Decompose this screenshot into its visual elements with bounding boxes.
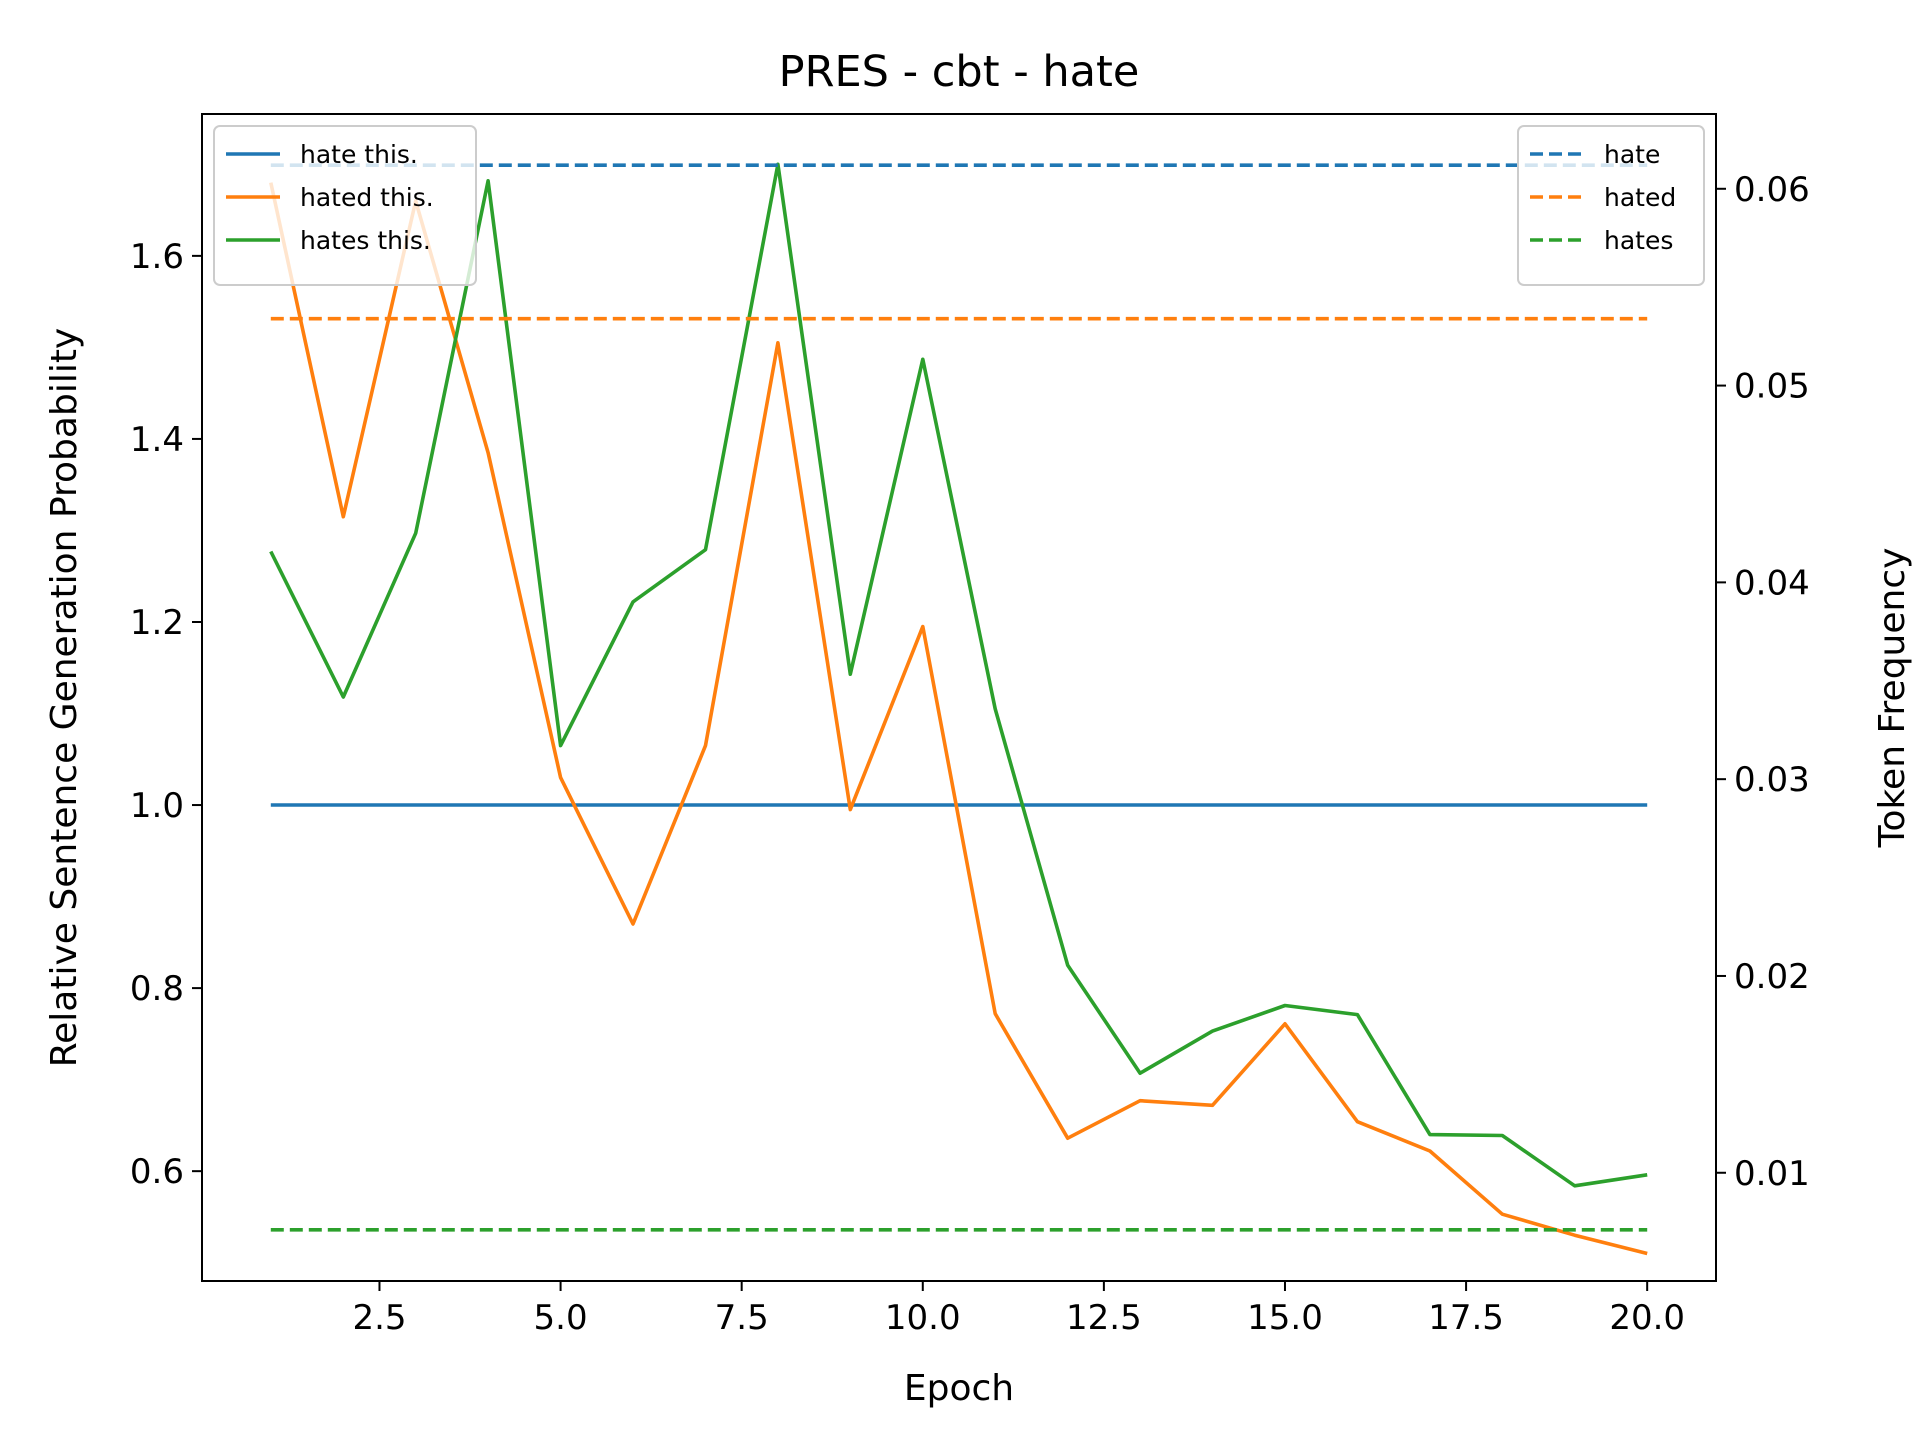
x-tick-label: 15.0 xyxy=(1247,1298,1323,1338)
legend-right: hate hated hates xyxy=(1517,125,1705,286)
y2-tick-label: 0.05 xyxy=(1734,367,1810,407)
x-tick-label: 20.0 xyxy=(1609,1298,1685,1338)
plot-frame xyxy=(201,113,1717,1282)
series-layer xyxy=(269,162,1648,1256)
y-tick-label: 1.4 xyxy=(130,420,184,460)
x-tick-label: 5.0 xyxy=(534,1298,588,1338)
x-tick-label: 12.5 xyxy=(1066,1298,1142,1338)
x-axis: 2.5 5.0 7.5 10.0 12.5 15.0 17.5 20.0 xyxy=(352,1281,1685,1338)
y2-axis-label: Token Frequency xyxy=(1872,548,1913,849)
x-tick-label: 10.0 xyxy=(885,1298,961,1338)
y-tick-label: 1.2 xyxy=(130,603,184,643)
y-tick-label: 1.6 xyxy=(130,237,184,277)
legend-entry-label: hate this. xyxy=(300,140,418,169)
y2-tick-label: 0.01 xyxy=(1734,1154,1810,1194)
x-axis-label: Epoch xyxy=(904,1368,1014,1409)
y2-tick-label: 0.02 xyxy=(1734,957,1810,997)
legend-box xyxy=(213,125,477,286)
legend-entry-label: hated this. xyxy=(300,183,434,212)
series-line-1 xyxy=(269,182,1648,1256)
y2-tick-label: 0.04 xyxy=(1734,563,1810,603)
y-tick-label: 1.0 xyxy=(130,786,184,826)
chart-title: PRES - cbt - hate xyxy=(779,47,1140,97)
legend-entry-label: hates xyxy=(1604,226,1673,255)
y2-tick-label: 0.06 xyxy=(1734,170,1810,210)
x-tick-label: 2.5 xyxy=(352,1298,406,1338)
y-axis-left: 0.6 0.8 1.0 1.2 1.4 1.6 xyxy=(130,237,202,1192)
y-tick-label: 0.8 xyxy=(130,969,184,1009)
legend-entry-label: hates this. xyxy=(300,226,431,255)
legend-left: hate this. hated this. hates this. xyxy=(213,125,477,286)
legend-box xyxy=(1517,125,1705,286)
x-tick-label: 7.5 xyxy=(715,1298,769,1338)
y-axis-right: 0.01 0.02 0.03 0.04 0.05 0.06 xyxy=(1716,170,1810,1194)
y2-tick-label: 0.03 xyxy=(1734,760,1810,800)
legend-entry-label: hated xyxy=(1604,183,1676,212)
series-line-2 xyxy=(269,162,1648,1188)
y-axis-label: Relative Sentence Generation Probability xyxy=(44,328,85,1067)
x-tick-label: 17.5 xyxy=(1428,1298,1504,1338)
legend-entry-label: hate xyxy=(1604,140,1660,169)
y-tick-label: 0.6 xyxy=(130,1152,184,1192)
